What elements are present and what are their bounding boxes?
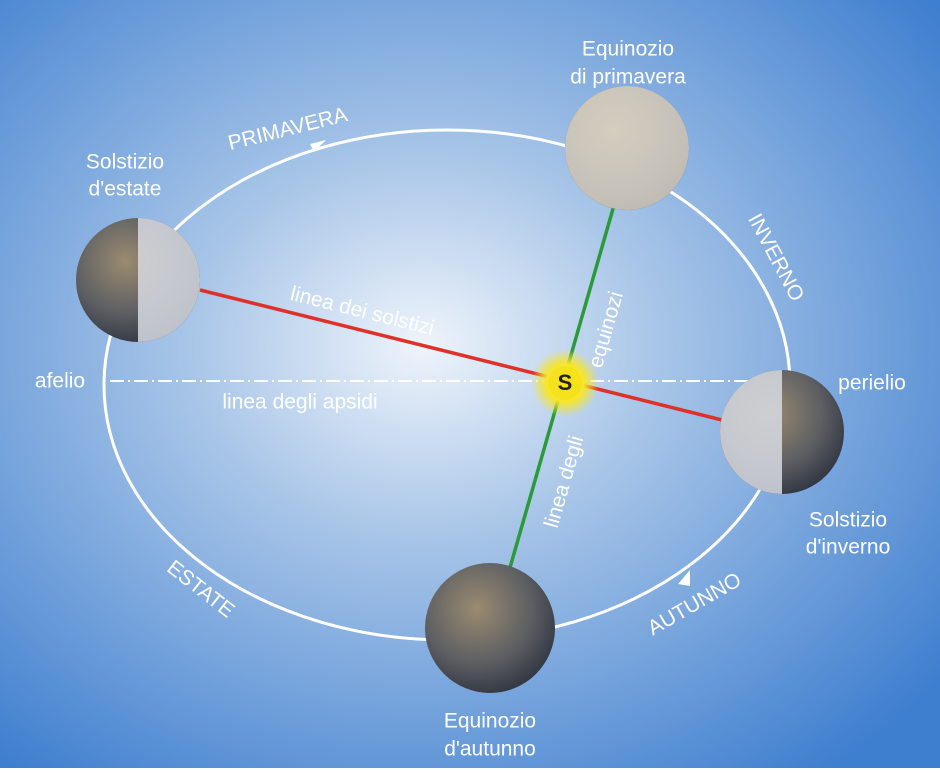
page: S Solstizio d'estate Equinozio di primav…	[0, 0, 940, 768]
position-label: Equinozio	[444, 710, 536, 733]
position-label: di primavera	[570, 66, 686, 89]
apsis-label: afelio	[35, 370, 85, 393]
earth	[76, 218, 200, 342]
position-label: d'estate	[89, 178, 162, 201]
sun-label: S	[558, 370, 573, 395]
orbit-diagram: S Solstizio d'estate Equinozio di primav…	[0, 0, 940, 768]
line-label: linea degli apsidi	[222, 391, 377, 414]
position-label: Solstizio	[86, 151, 164, 174]
position-label: Equinozio	[582, 38, 674, 61]
earth	[425, 563, 555, 693]
position-label: d'inverno	[806, 536, 891, 559]
earth	[720, 370, 844, 494]
position-label: Solstizio	[809, 509, 887, 532]
earth	[565, 86, 689, 210]
apsis-label: perielio	[838, 372, 906, 395]
position-label: d'autunno	[444, 738, 536, 761]
